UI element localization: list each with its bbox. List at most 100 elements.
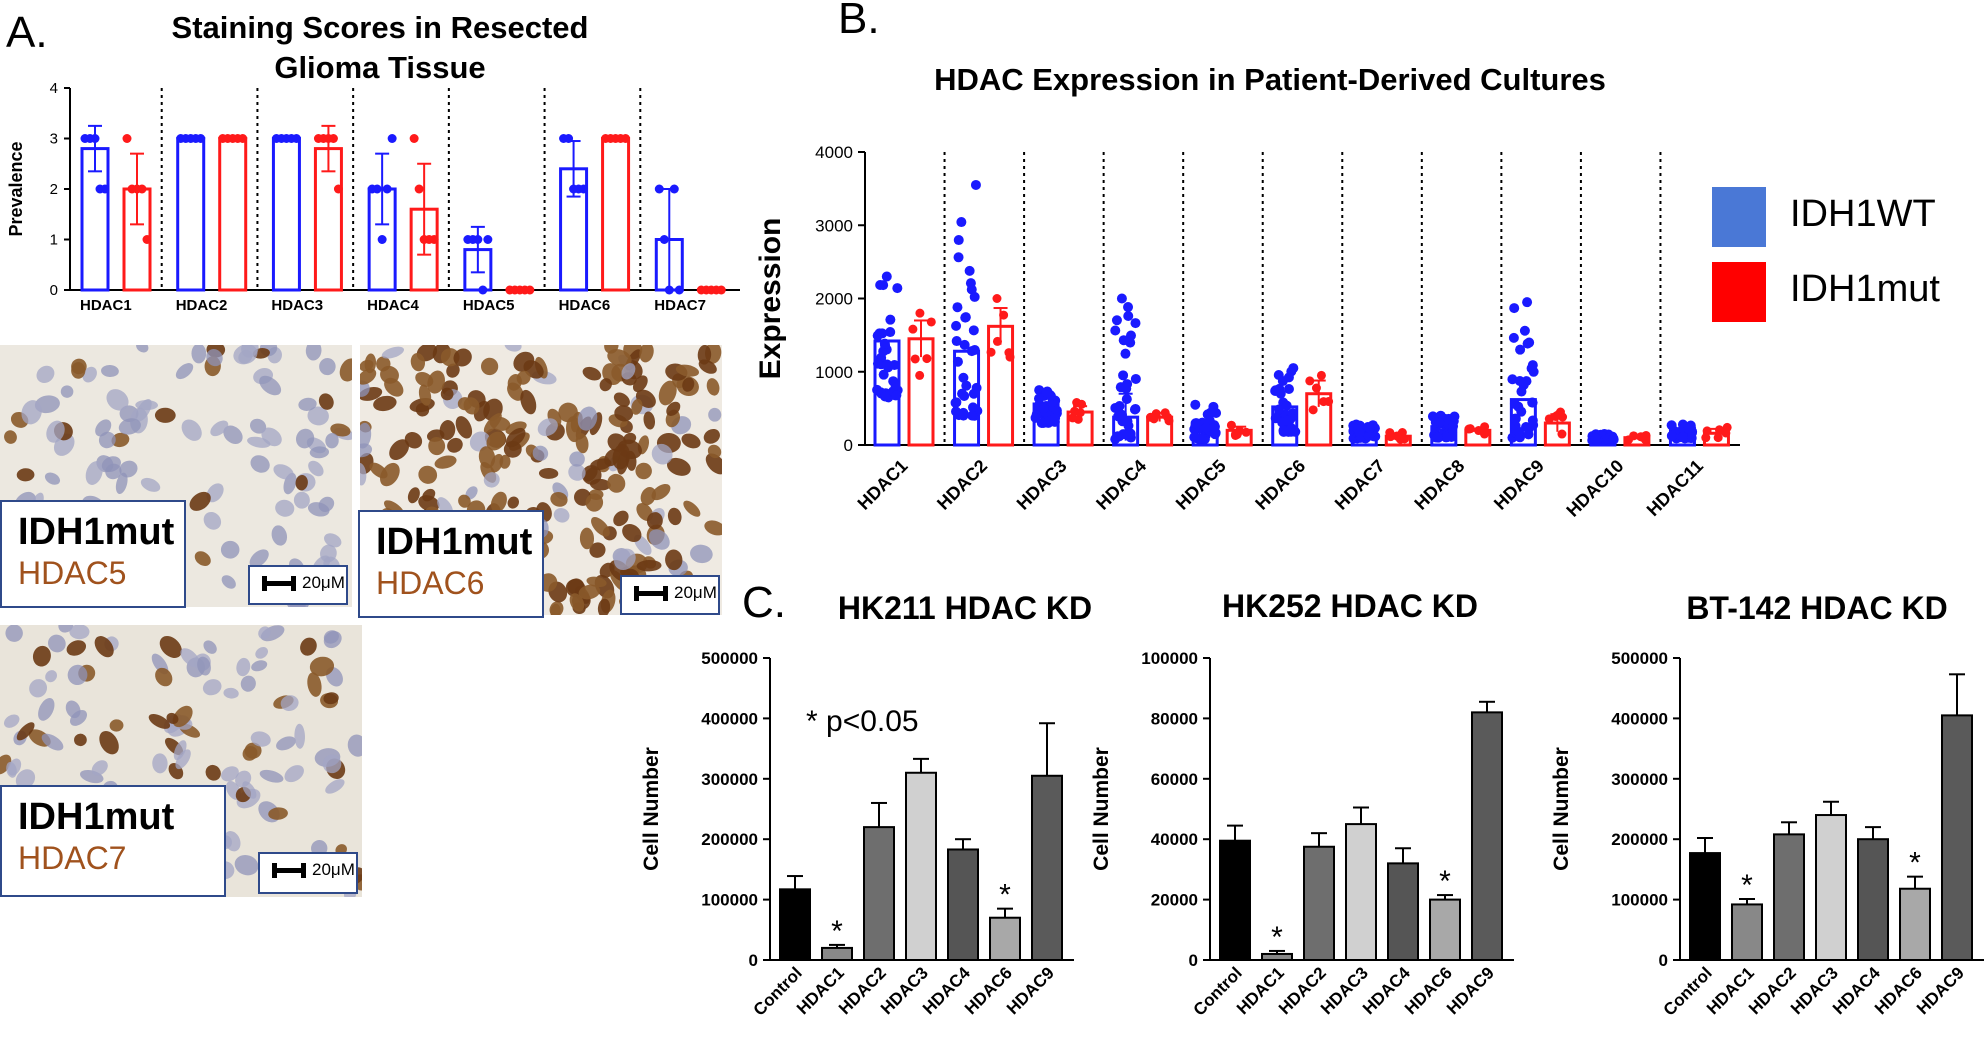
data-point [328, 134, 338, 143]
cell-nucleus [318, 393, 334, 410]
data-point [1354, 427, 1365, 438]
cell-nucleus [591, 517, 610, 537]
data-point [664, 285, 674, 295]
scale-bar-hdac6-label: 20μM [674, 583, 717, 602]
data-point [473, 235, 483, 244]
data-point [986, 347, 996, 357]
cell-nucleus [553, 508, 570, 523]
cell-nucleus [223, 687, 239, 699]
image-label-hdac5-line1: IDH1mut [18, 511, 175, 553]
data-point [1701, 433, 1711, 443]
data-point [957, 388, 968, 399]
cell-nucleus [268, 807, 288, 820]
data-point [881, 271, 892, 282]
data-point [90, 134, 100, 143]
y-tick-label: 200000 [1611, 830, 1668, 849]
bar-hdac2 [1303, 845, 1335, 961]
cell-nucleus [249, 549, 269, 568]
data-point [1200, 422, 1211, 433]
data-point [1364, 422, 1375, 433]
data-point [1192, 419, 1203, 430]
data-point [674, 285, 684, 295]
cell-nucleus [38, 698, 55, 721]
data-point [1557, 429, 1567, 439]
panel-letter-b: B. [838, 0, 880, 43]
bar-IDH1WT [271, 137, 301, 292]
x-tick-label: HDAC1 [80, 297, 132, 310]
cell-nucleus [516, 370, 531, 385]
data-point [669, 184, 679, 194]
data-point [967, 402, 978, 413]
micro-image-hdac7-texture [0, 625, 362, 897]
scale-bar-hdac5-label: 20μM [302, 573, 345, 592]
data-point [1316, 370, 1326, 380]
data-point [1123, 311, 1134, 322]
y-tick-label: 0 [749, 951, 758, 970]
cell-nucleus [308, 460, 324, 477]
y-tick-label: 400000 [1611, 709, 1668, 728]
cell-nucleus [589, 478, 611, 491]
data-point [1270, 413, 1281, 424]
cell-nucleus [651, 443, 673, 465]
cell-nucleus [300, 637, 317, 656]
significance-marker: * [999, 879, 1011, 912]
cell-nucleus [67, 664, 88, 686]
cell-nucleus [690, 544, 713, 564]
legend-swatch-wt [1712, 187, 1766, 247]
y-tick-label: 400000 [701, 709, 758, 728]
y-tick-label: 80000 [1151, 709, 1198, 728]
cell-nucleus [589, 542, 606, 558]
cell-nucleus [499, 454, 511, 469]
data-point [970, 179, 981, 190]
cell-nucleus [520, 389, 537, 415]
data-point [952, 356, 963, 367]
data-point [1123, 302, 1134, 313]
cell-nucleus [569, 451, 585, 467]
cell-nucleus [585, 493, 604, 512]
data-point [409, 134, 419, 143]
cell-nucleus [309, 446, 330, 459]
cell-nucleus [379, 462, 400, 487]
cell-nucleus [586, 576, 607, 588]
cell-nucleus [607, 349, 632, 367]
cell-nucleus [202, 679, 222, 696]
cell-nucleus [44, 472, 61, 485]
bar-IDH1WT [176, 137, 206, 292]
cell-nucleus [410, 353, 426, 372]
cell-nucleus [294, 723, 305, 749]
cell-nucleus [490, 491, 507, 513]
chart-a: 0 1 2 3 4 Prevalence HDAC1 HDAC2 HDAC3 HDAC4 HDAC5… [6, 80, 740, 310]
cell-nucleus [259, 375, 282, 396]
data-point [1527, 415, 1538, 426]
data-point [964, 265, 975, 276]
significance-marker: * [1909, 847, 1921, 880]
cell-nucleus [339, 358, 352, 382]
data-point [1666, 430, 1677, 441]
cell-nucleus [275, 499, 295, 517]
cell-nucleus [280, 695, 299, 712]
cell-nucleus [251, 660, 268, 672]
data-point [878, 346, 889, 357]
bar-IDH1mut [601, 137, 631, 292]
cell-nucleus [389, 439, 410, 460]
data-point [960, 312, 971, 323]
data-point [965, 278, 976, 289]
x-tick-label: HDAC3 [1013, 456, 1071, 514]
data-point [951, 336, 962, 347]
cell-nucleus [220, 540, 240, 559]
y-axis-label: Cell Number [1550, 747, 1573, 871]
data-point [915, 308, 925, 318]
cell-nucleus [578, 584, 601, 600]
cell-nucleus [422, 488, 436, 502]
cell-nucleus [98, 431, 116, 449]
cell-nucleus [91, 760, 108, 776]
cell-nucleus [136, 345, 149, 353]
y-tick-label: 3 [50, 131, 58, 148]
cell-nucleus [675, 364, 700, 377]
data-point [961, 380, 972, 391]
bar-hdac3 [1815, 814, 1847, 961]
data-point [1509, 398, 1520, 409]
cell-nucleus [648, 529, 670, 550]
scale-bar-hdac5: 20μM [248, 565, 348, 605]
data-point [966, 346, 977, 357]
